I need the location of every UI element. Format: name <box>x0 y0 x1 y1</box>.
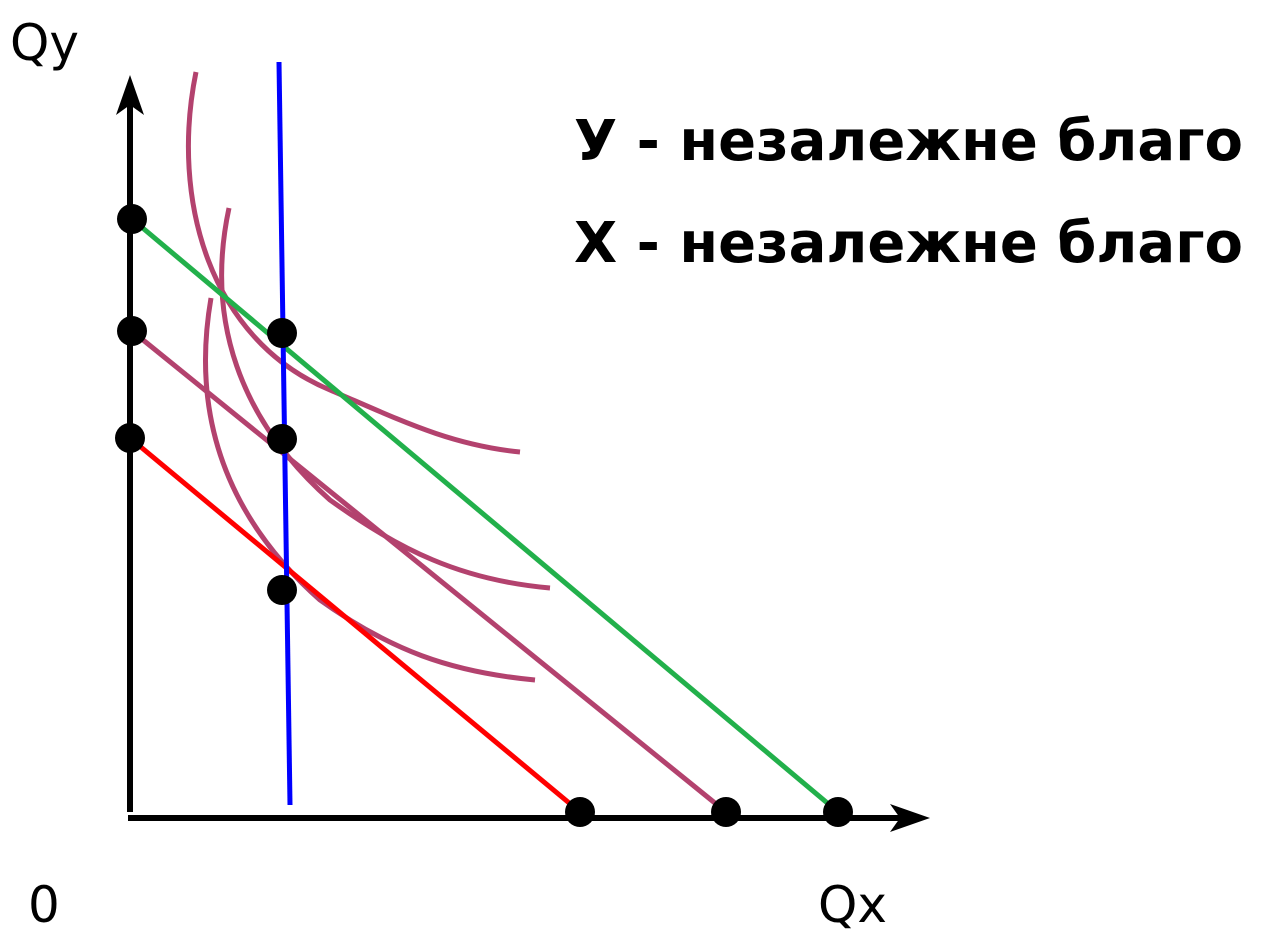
indifference-curve-low <box>203 297 536 683</box>
x-axis-arrow <box>890 804 930 832</box>
equilibrium-point-low <box>267 575 297 605</box>
x-intercept-mid-point <box>711 797 741 827</box>
indifference-curve-high <box>185 71 521 455</box>
equilibrium-point-mid <box>267 424 297 454</box>
budget-line-low <box>128 436 582 814</box>
legend-line-y: У - незалежне благо <box>574 109 1243 174</box>
y-axis-arrow <box>116 75 144 115</box>
x-intercept-low-point <box>565 797 595 827</box>
budget-line-high <box>130 217 840 814</box>
x-intercept-high-point <box>823 797 853 827</box>
legend-line-x: Х - незалежне благо <box>574 211 1243 276</box>
budget-line-mid <box>130 329 728 814</box>
equilibrium-point-high <box>267 318 297 348</box>
x-axis-label: Qx <box>818 876 887 930</box>
y-intercept-mid-point <box>117 316 147 346</box>
y-intercept-high-point <box>117 204 147 234</box>
y-intercept-low-point <box>115 423 145 453</box>
origin-label: 0 <box>28 876 60 930</box>
y-axis-label: Qy <box>10 14 79 72</box>
indifference-curve-mid <box>219 207 551 591</box>
